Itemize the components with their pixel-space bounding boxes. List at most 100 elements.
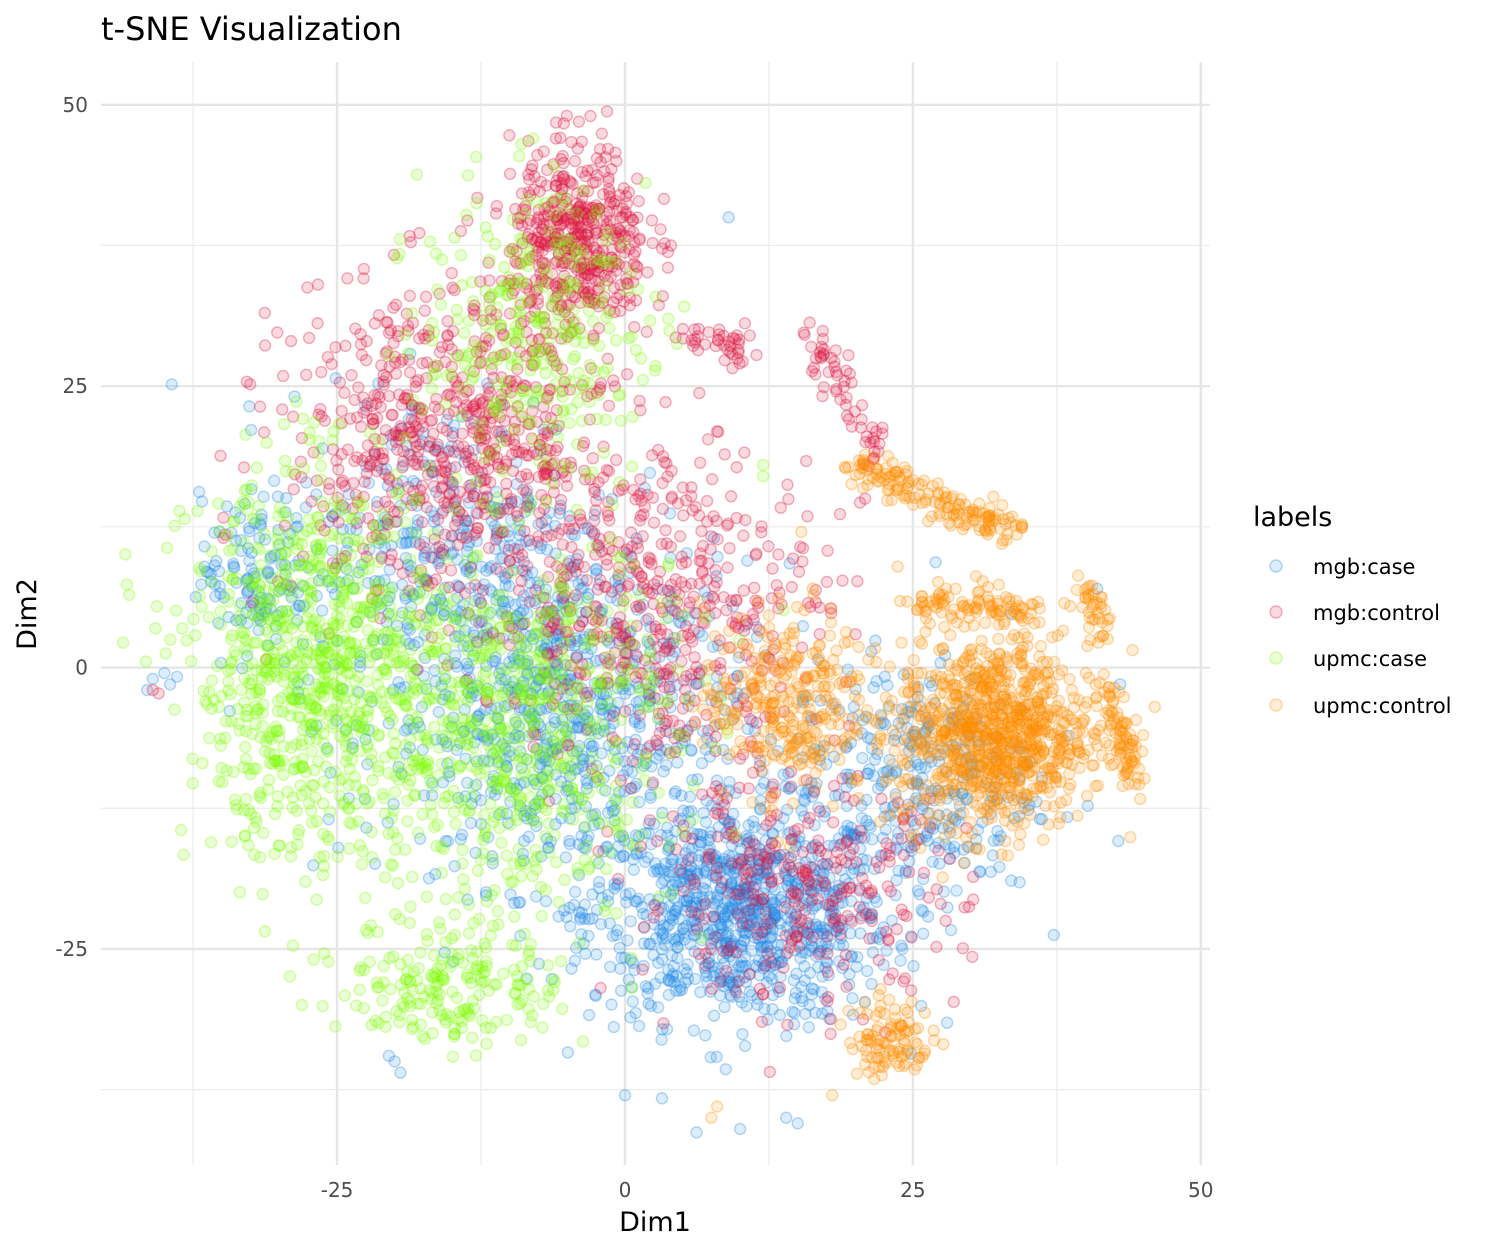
data-point (755, 1015, 769, 1028)
data-point (567, 522, 580, 536)
data-point (748, 581, 761, 595)
data-point (705, 982, 719, 996)
data-point (911, 758, 925, 771)
data-point (699, 959, 712, 972)
data-point (637, 921, 651, 935)
data-point (195, 600, 208, 613)
data-point (786, 868, 800, 881)
data-point (247, 607, 260, 621)
data-point (372, 447, 386, 461)
data-point (702, 325, 715, 339)
data-point (799, 454, 813, 468)
data-point (671, 941, 684, 954)
data-point (752, 903, 765, 916)
data-point (305, 816, 319, 829)
data-point (823, 914, 836, 927)
data-point (688, 651, 701, 664)
data-point (627, 863, 640, 876)
data-point (618, 1089, 632, 1102)
data-point (374, 400, 387, 414)
data-point (802, 1021, 815, 1034)
data-point (793, 857, 806, 871)
data-point (688, 333, 702, 346)
data-point (993, 860, 1006, 874)
data-point (632, 195, 645, 208)
data-point (613, 941, 626, 955)
data-point (678, 933, 691, 946)
data-point (824, 1027, 837, 1041)
data-point (425, 551, 438, 564)
data-point (796, 541, 810, 555)
data-point (635, 900, 648, 914)
data-point (476, 584, 490, 597)
data-point (123, 588, 136, 602)
data-point (732, 969, 745, 983)
data-point (651, 865, 665, 878)
data-point (753, 868, 766, 881)
data-point (386, 408, 399, 422)
data-point (842, 349, 855, 362)
data-point (640, 325, 653, 339)
data-point (503, 129, 516, 142)
data-point (870, 855, 883, 868)
data-point (781, 946, 794, 959)
data-point (390, 468, 403, 481)
data-point (503, 167, 517, 181)
data-point (483, 274, 496, 287)
data-point (671, 900, 684, 914)
data-point (203, 686, 216, 699)
data-point (679, 643, 692, 657)
data-point (782, 492, 795, 506)
data-point (943, 852, 956, 865)
data-point (699, 1029, 712, 1042)
data-point (917, 866, 931, 880)
data-point (811, 892, 824, 905)
data-point (169, 604, 183, 617)
data-point (315, 365, 328, 379)
data-point (679, 858, 693, 872)
data-point (817, 876, 830, 889)
data-point (387, 727, 401, 740)
data-point (271, 326, 284, 339)
data-point (805, 340, 818, 354)
data-point (628, 738, 641, 751)
data-point (139, 655, 153, 668)
data-point (711, 830, 725, 843)
data-point (241, 644, 254, 657)
data-point (916, 927, 930, 940)
data-point (633, 394, 646, 408)
data-point (741, 886, 754, 899)
data-point (258, 339, 272, 352)
data-point (333, 376, 347, 389)
data-point (585, 525, 599, 538)
data-point (389, 367, 403, 380)
data-point (253, 400, 267, 413)
data-point (650, 734, 663, 747)
data-point (174, 823, 188, 837)
data-point (389, 298, 403, 311)
data-point (561, 1046, 575, 1059)
data-point (784, 780, 798, 793)
data-point (594, 917, 608, 931)
data-point (783, 825, 796, 839)
data-point (654, 971, 667, 984)
data-point (749, 878, 763, 892)
data-point (460, 531, 473, 544)
data-point (710, 514, 723, 528)
data-point (660, 758, 673, 772)
data-point (697, 864, 711, 877)
data-point (816, 858, 830, 871)
data-point (838, 374, 851, 388)
data-point (728, 818, 741, 832)
data-point (705, 473, 719, 486)
data-point (656, 502, 670, 516)
data-point (788, 895, 801, 908)
data-point (250, 541, 264, 554)
data-point (204, 836, 218, 849)
data-point (743, 967, 756, 981)
data-point (371, 388, 385, 402)
data-point (572, 905, 586, 919)
data-point (813, 945, 826, 959)
data-point (238, 484, 252, 497)
data-point (577, 937, 590, 950)
